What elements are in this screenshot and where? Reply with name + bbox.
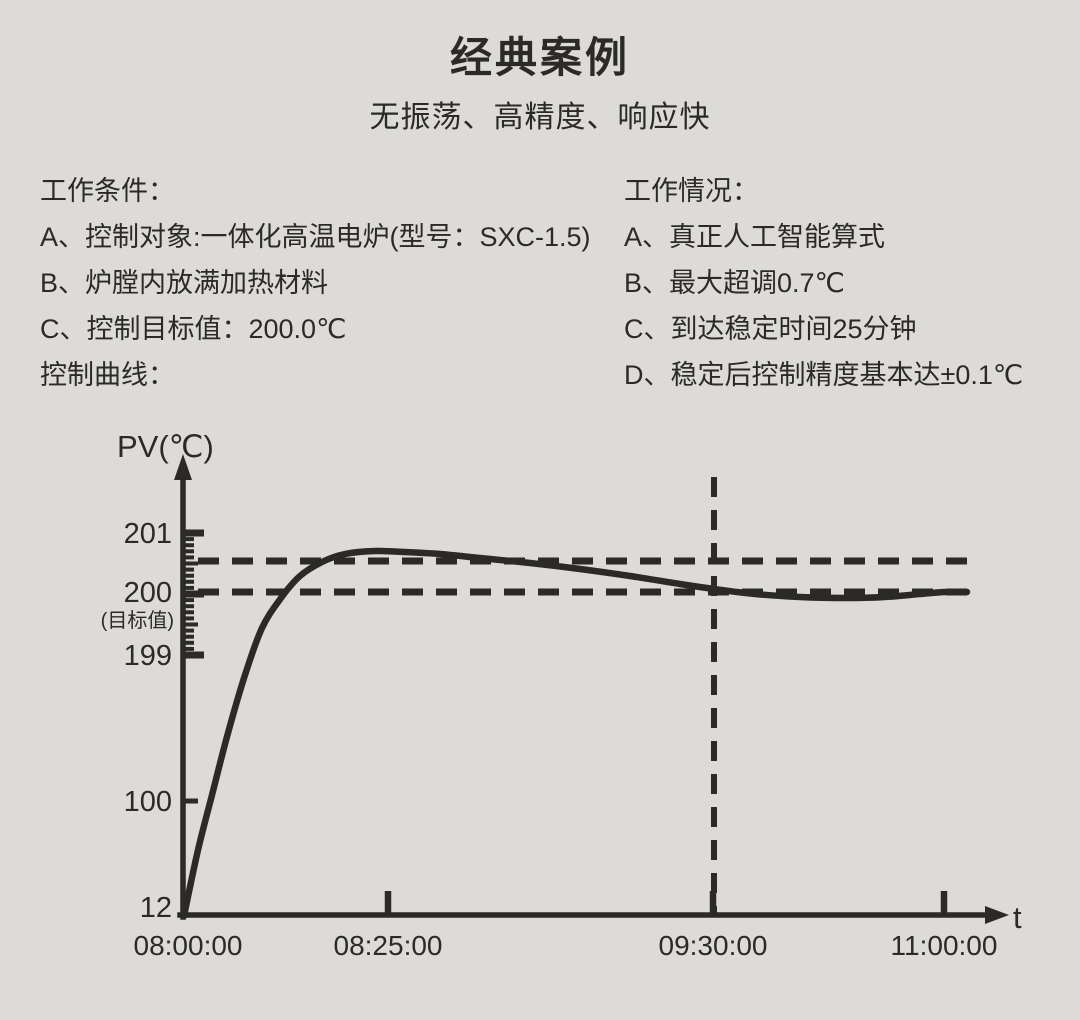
page-title: 经典案例: [449, 34, 630, 81]
results-heading: 工作情况：: [624, 176, 759, 206]
x-axis-arrow: [985, 906, 1009, 924]
result-item-b: B、最大超调0.7℃: [624, 268, 845, 298]
working-conditions-section: 工作条件： A、控制对象:一体化高温电炉(型号：SXC-1.5) B、炉膛内放满…: [40, 168, 591, 398]
y-axis-title: PV(℃): [117, 429, 214, 464]
working-results-section: 工作情况： A、真正人工智能算式 B、最大超调0.7℃ C、到达稳定时间25分钟…: [624, 168, 1023, 398]
y-tick-12: 12: [140, 892, 172, 924]
condition-item-c: C、控制目标值：200.0℃: [40, 314, 347, 344]
y-tick-200: 200: [124, 577, 172, 609]
page-subtitle: 无振荡、高精度、响应快: [369, 101, 711, 134]
x-tick-0800: 08:00:00: [134, 930, 243, 961]
x-tick-0930: 09:30:00: [659, 930, 768, 961]
result-item-a: A、真正人工智能算式: [624, 222, 886, 252]
x-tick-1100: 11:00:00: [891, 930, 998, 961]
y-tick-201: 201: [124, 518, 172, 550]
result-item-d: D、稳定后控制精度基本达±0.1℃: [624, 360, 1024, 390]
y-tick-100: 100: [124, 786, 172, 818]
condition-item-b: B、炉膛内放满加热材料: [40, 268, 329, 298]
condition-item-a: A、控制对象:一体化高温电炉(型号：SXC-1.5): [40, 222, 591, 252]
y-axis-ruler-ticks: [183, 529, 204, 804]
y-tick-199: 199: [124, 640, 172, 672]
conditions-heading: 工作条件：: [40, 176, 175, 206]
x-axis-ticks: [384, 891, 948, 914]
x-axis-title: t: [1013, 900, 1022, 935]
y-axis-arrow: [174, 454, 192, 480]
result-item-c: C、到达稳定时间25分钟: [624, 314, 917, 344]
curve-caption: 控制曲线：: [40, 360, 175, 390]
pv-curve: [180, 547, 971, 920]
x-tick-0825: 08:25:00: [334, 930, 443, 961]
reference-dashed-lines: [198, 477, 968, 913]
y-target-note: (目标值): [101, 609, 174, 632]
